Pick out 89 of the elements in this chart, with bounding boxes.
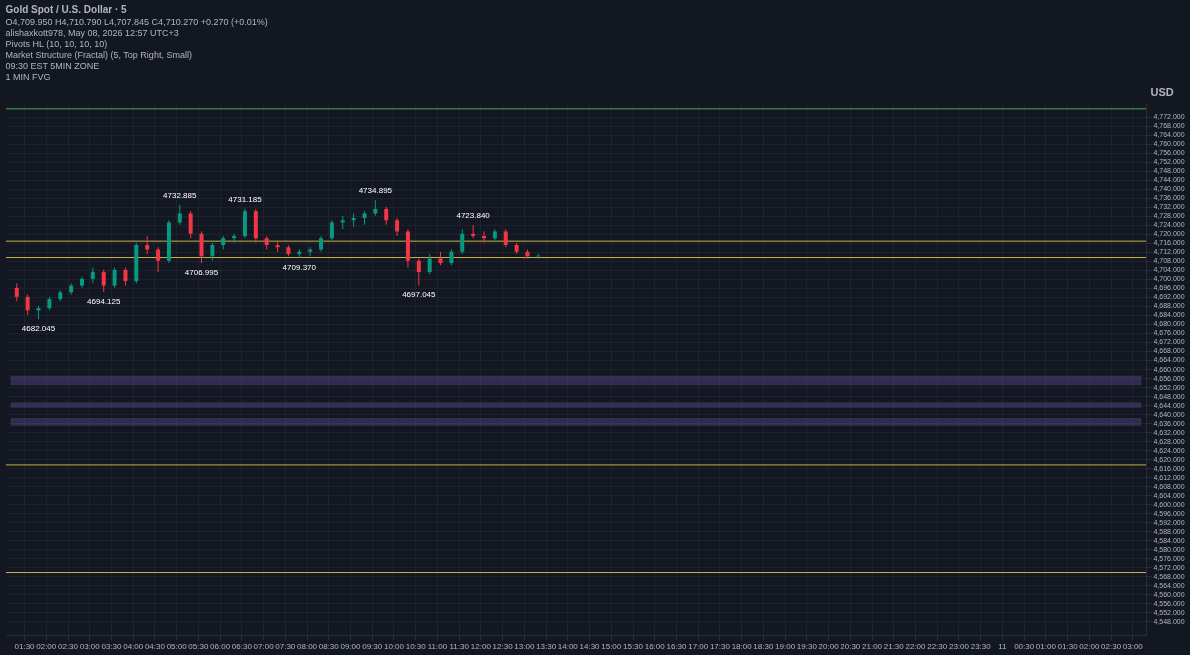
x-tick-label: 17:00 <box>688 641 709 651</box>
candlestick <box>492 228 497 242</box>
x-tick-label: 09:30 <box>362 641 383 651</box>
x-tick-label: 02:30 <box>1101 641 1122 651</box>
candlestick <box>210 242 215 262</box>
annotation: 4694.125 <box>87 297 121 307</box>
chart-subtitle: O4,709.950 H4,710.790 L4,707.845 C4,710.270 +0.270 (+0.01%) <box>5 17 268 27</box>
x-tick-label: 22:30 <box>927 641 948 651</box>
candlestick <box>503 228 508 248</box>
x-tick-label: 20:00 <box>818 641 840 651</box>
x-tick-label: 13:00 <box>514 641 535 651</box>
x-tick-label: 04:00 <box>123 641 144 651</box>
x-tick-label: 06:30 <box>231 641 253 651</box>
annotation: 4731.185 <box>228 194 263 204</box>
x-tick-label: 00:30 <box>1014 641 1035 651</box>
x-tick-label: 11:00 <box>427 641 448 651</box>
x-tick-label: 12:00 <box>470 641 492 651</box>
x-tick-label: 03:30 <box>101 641 123 651</box>
x-tick-label: 17:30 <box>709 641 731 651</box>
x-tick-label: 07:00 <box>253 641 275 651</box>
candlestick <box>427 253 432 275</box>
annotation: 4709.370 <box>282 262 317 272</box>
x-tick-label: 01:30 <box>1057 641 1079 651</box>
candlestick <box>177 204 182 226</box>
x-tick-label: 03:00 <box>1122 641 1144 651</box>
candlestick <box>112 267 117 289</box>
candlestick <box>101 269 106 293</box>
annotation: 4732.885 <box>163 190 198 200</box>
x-tick-label: 23:00 <box>948 641 970 651</box>
x-tick-label: 05:00 <box>166 641 188 651</box>
x-tick-label: 07:30 <box>275 641 296 651</box>
x-tick-label: 15:00 <box>601 641 622 651</box>
candlestick <box>199 230 204 264</box>
x-tick-label: 20:30 <box>840 641 861 651</box>
x-tick-label: 04:30 <box>144 641 166 651</box>
x-tick-label: 16:00 <box>644 641 666 651</box>
text: 09:30 EST 5MIN ZONE <box>5 61 100 71</box>
candlestick <box>329 219 334 242</box>
annotation: 4682.045 <box>21 324 56 334</box>
annotation: 4734.895 <box>358 186 393 196</box>
candlestick <box>384 206 389 226</box>
x-tick-label: 02:00 <box>36 641 57 651</box>
candlestick <box>156 246 161 273</box>
candlestick <box>123 267 128 287</box>
annotation: 4723.840 <box>456 211 491 221</box>
chart-title: Gold Spot / U.S. Dollar · 5 <box>5 4 128 15</box>
candlestick <box>395 217 400 237</box>
candlestick <box>145 235 150 255</box>
x-tick-label: 08:00 <box>297 641 318 651</box>
x-tick-label: 15:30 <box>622 641 644 651</box>
x-tick-label: 14:30 <box>579 641 601 651</box>
x-tick-label: 01:00 <box>1035 641 1057 651</box>
x-tick-label: 12:30 <box>492 641 514 651</box>
annotation: 4706.995 <box>184 268 219 278</box>
x-tick-label: 18:30 <box>753 641 774 651</box>
x-tick-label: 22:00 <box>905 641 927 651</box>
x-tick-label: 21:30 <box>883 641 905 651</box>
text: alishaxkott978, May 08, 2026 12:57 UTC+3 <box>5 28 179 38</box>
x-tick-label: 11:30 <box>449 641 470 651</box>
x-tick-label: 18:00 <box>731 641 753 651</box>
text: Pivots HL (10, 10, 10, 10) <box>5 39 108 49</box>
x-tick-label: 10:30 <box>405 641 427 651</box>
x-tick-label: 08:30 <box>318 641 340 651</box>
x-tick-label: 11 <box>998 641 1008 651</box>
x-tick-label: 23:30 <box>970 641 992 651</box>
text: 1 MIN FVG <box>5 72 51 82</box>
x-tick-label: 10:00 <box>383 641 405 651</box>
candlestick <box>14 282 19 302</box>
x-tick-label: 21:00 <box>862 641 883 651</box>
x-tick-label: 02:00 <box>1079 641 1100 651</box>
x-tick-label: 16:30 <box>666 641 688 651</box>
x-tick-label: 01:30 <box>14 641 36 651</box>
candlestick <box>90 267 95 284</box>
text: Market Structure (Fractal) (5, Top Right, Small) <box>5 50 192 60</box>
x-tick-label: 05:30 <box>188 641 209 651</box>
x-tick-label: 02:30 <box>57 641 79 651</box>
candlestick <box>188 210 193 239</box>
candlestick <box>25 294 30 316</box>
x-tick-label: 06:00 <box>210 641 231 651</box>
y-axis-title: USD <box>1150 85 1174 98</box>
x-tick-label: 13:30 <box>536 641 557 651</box>
x-tick-label: 19:30 <box>796 641 818 651</box>
x-tick-label: 19:00 <box>775 641 796 651</box>
candlestick <box>460 228 465 255</box>
x-tick-label: 09:00 <box>340 641 362 651</box>
x-tick-label: 14:00 <box>557 641 579 651</box>
annotation: 4697.045 <box>402 290 437 300</box>
candlestick <box>416 258 421 286</box>
x-tick-label: 03:00 <box>79 641 101 651</box>
